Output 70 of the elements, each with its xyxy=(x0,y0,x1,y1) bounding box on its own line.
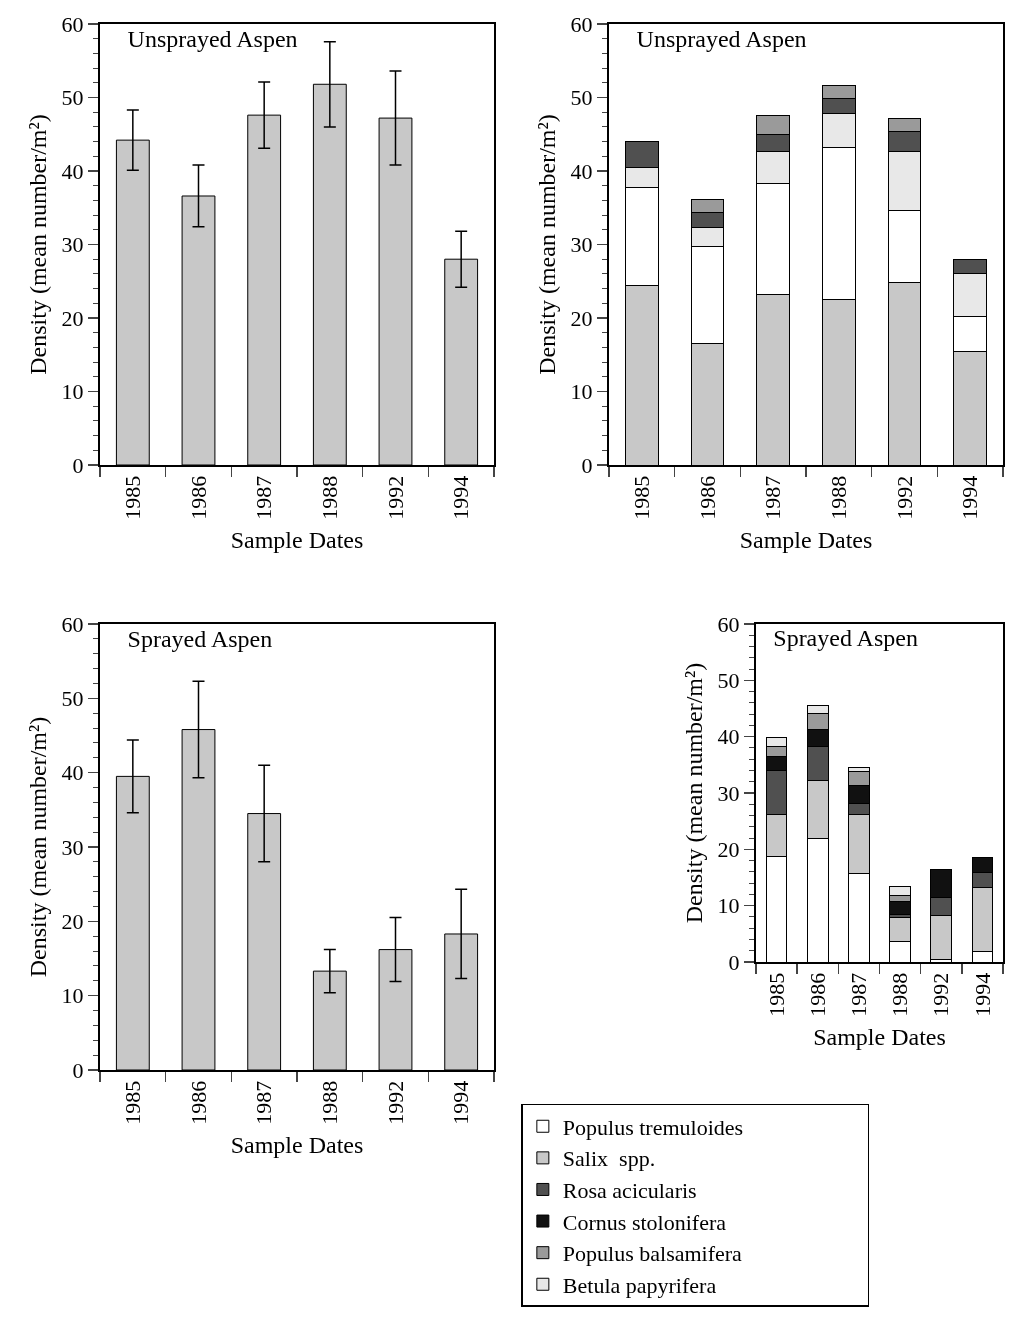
x-tick-label: 1985 xyxy=(763,972,789,1017)
y-tick-label: 40 xyxy=(61,760,84,786)
x-tick-label: 1987 xyxy=(251,475,277,520)
x-tick-label: 1994 xyxy=(448,1080,474,1125)
y-tick-label: 50 xyxy=(61,686,84,712)
legend-label: Rosa acicularis xyxy=(562,1178,697,1204)
x-tick-label: 1988 xyxy=(316,1080,342,1125)
y-axis-title: Density (mean number/m²) xyxy=(25,716,52,978)
x-tick-label: 1987 xyxy=(251,1080,277,1125)
legend-label: Salix spp. xyxy=(562,1146,656,1172)
y-axis-title: Density (mean number/m²) xyxy=(534,114,561,375)
y-tick-label: 0 xyxy=(728,949,740,975)
x-tick-label: 1985 xyxy=(628,475,654,520)
x-tick-label: 1994 xyxy=(957,475,983,520)
y-tick-label: 40 xyxy=(61,158,84,184)
y-tick-label: 0 xyxy=(72,1057,84,1083)
y-tick-label: 20 xyxy=(570,305,593,331)
legend-label: Cornus stolonifera xyxy=(562,1209,727,1235)
y-tick-label: 30 xyxy=(570,232,593,258)
y-tick-label: 10 xyxy=(61,379,84,405)
chart-title: Sprayed Aspen xyxy=(773,624,918,651)
y-tick-label: 20 xyxy=(717,837,740,863)
y-tick-label: 40 xyxy=(570,158,593,184)
y-tick-label: 60 xyxy=(61,611,84,637)
x-axis-title: Sample Dates xyxy=(230,1131,364,1158)
x-axis-title: Sample Dates xyxy=(813,1023,946,1050)
x-tick-label: 1986 xyxy=(185,475,211,520)
legend-label: Populus balsamifera xyxy=(562,1241,743,1267)
y-tick-label: 50 xyxy=(61,85,84,111)
x-axis-title: Sample Dates xyxy=(739,526,873,553)
x-tick-label: 1992 xyxy=(382,475,408,520)
y-tick-label: 60 xyxy=(61,11,84,37)
y-tick-label: 50 xyxy=(570,85,593,111)
y-tick-label: 60 xyxy=(570,11,593,37)
y-tick-label: 0 xyxy=(72,452,84,478)
x-tick-label: 1994 xyxy=(969,972,995,1017)
x-tick-label: 1988 xyxy=(825,475,851,520)
x-tick-label: 1986 xyxy=(804,972,830,1017)
x-tick-label: 1986 xyxy=(185,1080,211,1125)
y-tick-label: 60 xyxy=(717,611,740,637)
x-tick-label: 1994 xyxy=(448,475,474,520)
y-tick-label: 10 xyxy=(570,379,593,405)
y-tick-label: 10 xyxy=(717,893,740,919)
legend-label: Betula papyrifera xyxy=(562,1272,717,1298)
x-tick-label: 1986 xyxy=(694,475,720,520)
legend-label: Populus tremuloides xyxy=(562,1114,744,1140)
x-tick-label: 1992 xyxy=(382,1080,408,1125)
y-tick-label: 30 xyxy=(61,232,84,258)
y-tick-label: 10 xyxy=(61,983,84,1009)
y-axis-title: Density (mean number/m²) xyxy=(25,114,52,375)
x-axis-title: Sample Dates xyxy=(230,526,364,553)
y-tick-label: 40 xyxy=(717,724,740,750)
y-tick-label: 30 xyxy=(717,780,740,806)
y-axis-title: Density (mean number/m²) xyxy=(681,662,708,924)
x-tick-label: 1992 xyxy=(891,475,917,520)
x-tick-label: 1985 xyxy=(119,475,145,520)
chart-title: Unsprayed Aspen xyxy=(636,26,807,53)
y-tick-label: 20 xyxy=(61,909,84,935)
x-tick-label: 1992 xyxy=(928,972,954,1017)
x-tick-label: 1987 xyxy=(846,972,872,1017)
x-tick-label: 1987 xyxy=(760,475,786,520)
chart-title: Sprayed Aspen xyxy=(127,626,273,653)
x-tick-label: 1985 xyxy=(119,1080,145,1125)
y-tick-label: 0 xyxy=(581,452,593,478)
y-tick-label: 50 xyxy=(717,668,740,694)
x-tick-label: 1988 xyxy=(887,972,913,1017)
chart-title: Unsprayed Aspen xyxy=(127,26,298,53)
x-tick-label: 1988 xyxy=(316,475,342,520)
y-tick-label: 20 xyxy=(61,305,84,331)
y-tick-label: 30 xyxy=(61,834,84,860)
